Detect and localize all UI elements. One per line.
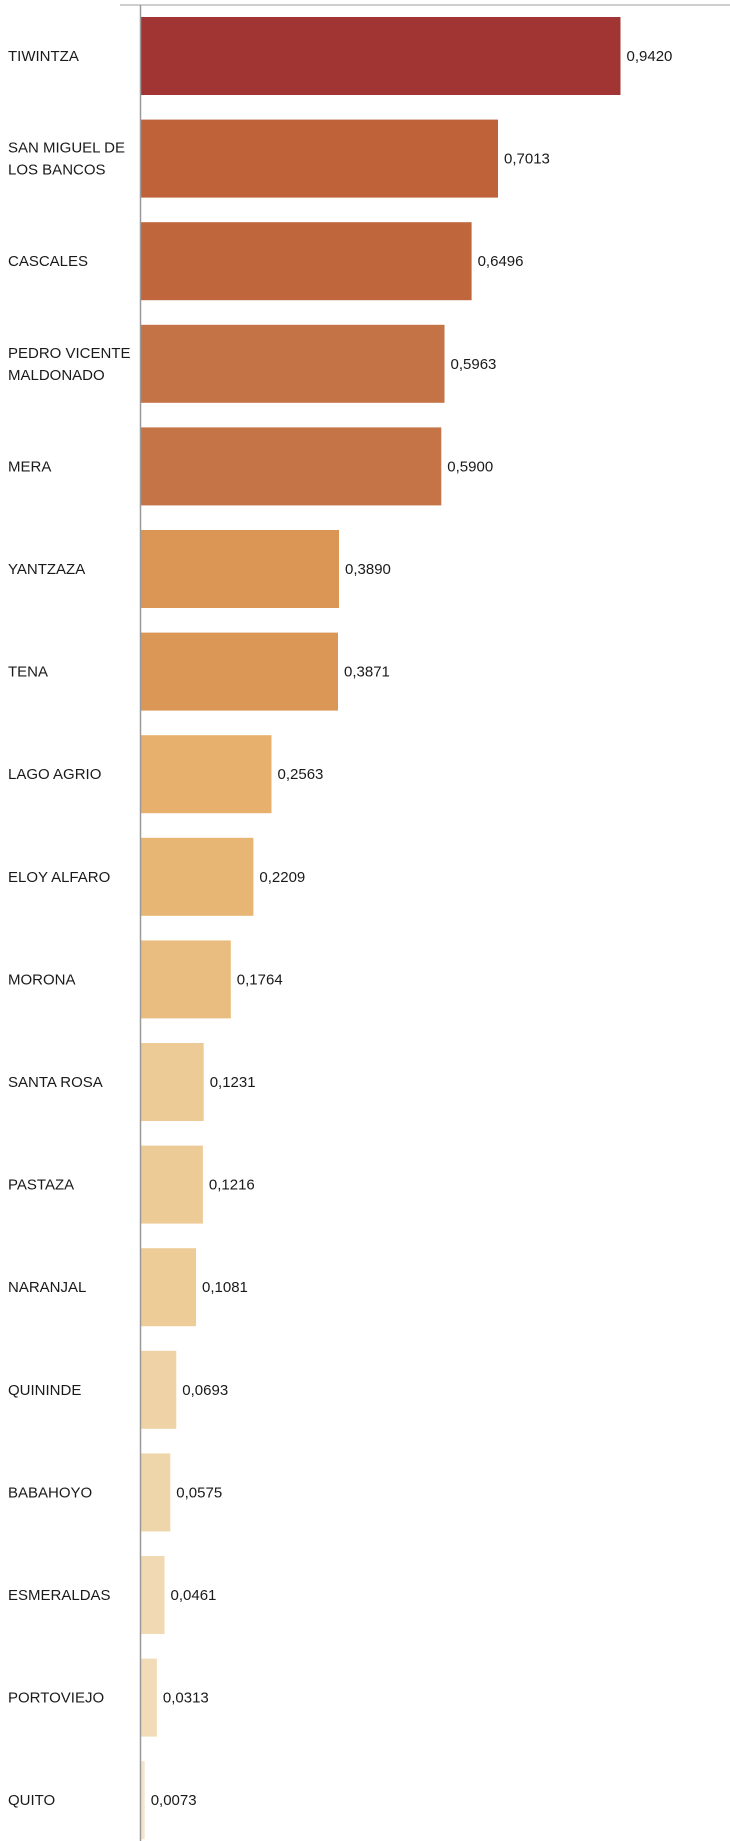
category-label-line: BABAHOYO bbox=[8, 1484, 92, 1501]
category-label: SANTA ROSA bbox=[8, 1074, 103, 1091]
category-label: QUININDE bbox=[8, 1382, 81, 1399]
value-label: 0,2209 bbox=[259, 869, 305, 886]
value-label: 0,5900 bbox=[447, 458, 493, 475]
category-label: YANTZAZA bbox=[8, 561, 85, 578]
bar bbox=[141, 324, 445, 403]
value-label: 0,0461 bbox=[171, 1587, 217, 1604]
bar bbox=[141, 735, 272, 814]
bar bbox=[141, 1248, 196, 1327]
category-label-line: MORONA bbox=[8, 971, 76, 988]
category-label-line: PORTOVIEJO bbox=[8, 1690, 104, 1707]
value-label: 0,1081 bbox=[202, 1279, 248, 1296]
bar bbox=[141, 837, 254, 916]
category-label: MORONA bbox=[8, 971, 76, 988]
category-label-line: NARANJAL bbox=[8, 1279, 86, 1296]
category-label-line: YANTZAZA bbox=[8, 561, 85, 578]
category-label-line: MALDONADO bbox=[8, 367, 105, 384]
value-label: 0,5963 bbox=[451, 356, 497, 373]
value-label: 0,2563 bbox=[278, 766, 324, 783]
category-label: PASTAZA bbox=[8, 1177, 74, 1194]
category-label-line: TIWINTZA bbox=[8, 48, 79, 65]
category-label-line: TENA bbox=[8, 664, 48, 681]
category-label-line: QUININDE bbox=[8, 1382, 81, 1399]
category-label-line: ELOY ALFARO bbox=[8, 869, 110, 886]
value-label: 0,1216 bbox=[209, 1177, 255, 1194]
value-label: 0,0313 bbox=[163, 1690, 209, 1707]
labels-layer: 0,9420 TIWINTZA 0,7013 SAN MIGUEL DE LOS BAN… bbox=[8, 48, 672, 1809]
category-label: BABAHOYO bbox=[8, 1484, 92, 1501]
value-label: 0,1764 bbox=[237, 971, 283, 988]
value-label: 0,0575 bbox=[176, 1484, 222, 1501]
value-label: 0,0073 bbox=[151, 1792, 197, 1809]
bar bbox=[141, 119, 498, 198]
category-label-line: PASTAZA bbox=[8, 1177, 74, 1194]
bars-layer bbox=[141, 17, 621, 1840]
category-label: SAN MIGUEL DE LOS BANCOS bbox=[8, 140, 125, 179]
bar bbox=[141, 530, 339, 608]
bar bbox=[141, 222, 472, 301]
category-label-line: ESMERALDAS bbox=[8, 1587, 111, 1604]
category-label: NARANJAL bbox=[8, 1279, 86, 1296]
value-label: 0,7013 bbox=[504, 151, 550, 168]
bar bbox=[141, 632, 338, 711]
category-label: ESMERALDAS bbox=[8, 1587, 111, 1604]
bar bbox=[141, 1556, 165, 1634]
value-label: 0,3890 bbox=[345, 561, 391, 578]
value-label: 0,3871 bbox=[344, 664, 390, 681]
bar bbox=[141, 1043, 204, 1121]
category-label: ELOY ALFARO bbox=[8, 869, 110, 886]
category-label-line: PEDRO VICENTE bbox=[8, 345, 131, 362]
category-label: PORTOVIEJO bbox=[8, 1690, 104, 1707]
bar bbox=[141, 940, 231, 1019]
category-label-line: SANTA ROSA bbox=[8, 1074, 103, 1091]
bar bbox=[141, 1453, 171, 1532]
bar bbox=[141, 427, 442, 506]
category-label-line: LAGO AGRIO bbox=[8, 766, 101, 783]
category-label-line: SAN MIGUEL DE bbox=[8, 140, 125, 157]
category-label-line: LOS BANCOS bbox=[8, 162, 106, 179]
bar bbox=[141, 1761, 145, 1840]
value-label: 0,6496 bbox=[478, 253, 524, 270]
value-label: 0,0693 bbox=[182, 1382, 228, 1399]
category-label: CASCALES bbox=[8, 253, 88, 270]
bar bbox=[141, 1350, 177, 1429]
bar bbox=[141, 17, 621, 95]
value-label: 0,1231 bbox=[210, 1074, 256, 1091]
category-label: LAGO AGRIO bbox=[8, 766, 101, 783]
category-label: TENA bbox=[8, 664, 48, 681]
category-label: QUITO bbox=[8, 1792, 55, 1809]
category-label: PEDRO VICENTE MALDONADO bbox=[8, 345, 131, 384]
category-label: MERA bbox=[8, 458, 51, 475]
bar bbox=[141, 1145, 203, 1224]
category-label-line: MERA bbox=[8, 458, 51, 475]
category-label-line: QUITO bbox=[8, 1792, 55, 1809]
category-label-line: CASCALES bbox=[8, 253, 88, 270]
value-label: 0,9420 bbox=[627, 48, 673, 65]
category-label: TIWINTZA bbox=[8, 48, 79, 65]
bar bbox=[141, 1658, 157, 1737]
